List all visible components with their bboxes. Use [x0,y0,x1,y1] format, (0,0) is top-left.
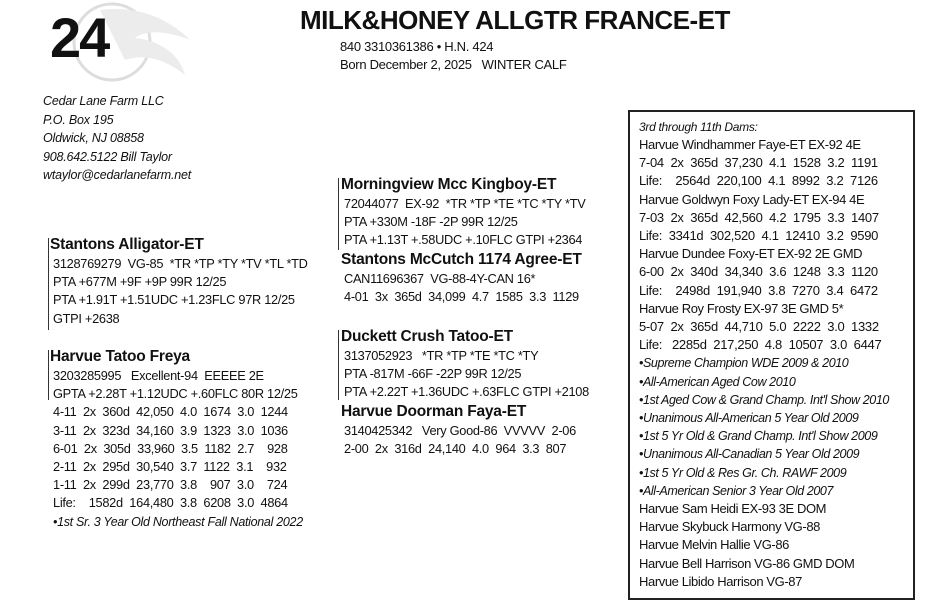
bracket [338,330,339,400]
record-line: 5-07 2x 365d 44,710 5.0 2222 3.0 1332 [639,319,879,335]
record-line: GPTA +2.28T +1.12UDC +.60FLC 80R 12/25 [53,386,298,402]
dam-name: Harvue Dundee Foxy-ET EX-92 2E GMD [639,246,863,262]
record-line: Life: 2564d 220,100 4.1 8992 3.2 7126 [639,173,878,189]
lot-emblem [72,2,190,82]
consignor-line: Oldwick, NJ 08858 [43,131,144,145]
honor-note: •Unanimous All-American 5 Year Old 2009 [639,411,859,426]
honor-note: •All-American Senior 3 Year Old 2007 [639,483,834,498]
honor-note: •1st Sr. 3 Year Old Northeast Fall Natio… [53,514,303,529]
sire-sire-block: Morningview Mcc Kingboy-ET 72044077 EX-92… [341,175,586,250]
record-line: 2-00 2x 316d 24,140 4.0 964 3.3 807 [344,441,567,457]
record-line: 7-04 2x 365d 37,230 4.1 1528 3.2 1191 [639,155,878,171]
dam-name: Harvue Libido Harrison VG-87 [639,573,802,589]
animal-name: Harvue Tatoo Freya [50,348,190,365]
honor-note: •1st 5 Yr Old & Res Gr. Ch. RAWF 2009 [639,465,847,480]
box-heading: 3rd through 11th Dams: [639,120,758,134]
record-line: PTA +330M -18F -2P 99R 12/25 [344,214,518,230]
dam-sire-block: Duckett Crush Tatoo-ET 3137052923 *TR *TP… [341,327,589,402]
record-line: 6-01 2x 305d 33,960 3.5 1182 2.7 928 [53,440,288,456]
born-line: Born December 2, 2025 WINTER CALF [340,57,567,72]
id-line: 840 3310361386 • H.N. 424 [340,39,494,54]
dam-name: Harvue Roy Frosty EX-97 3E GMD 5* [639,300,844,316]
bracket [338,178,339,250]
record-line: Life: 2285d 217,250 4.8 10507 3.0 6447 [639,337,882,353]
honor-note: •Supreme Champion WDE 2009 & 2010 [639,356,849,371]
record-line: Life: 3341d 302,520 4.1 12410 3.2 9590 [639,228,879,244]
honor-note: •1st Aged Cow & Grand Champ. Int'l Show … [639,392,889,407]
record-line: 3140425342 Very Good-86 VVVVV 2-06 [344,423,576,438]
honor-note: •1st 5 Yr Old & Grand Champ. Int'l Show … [639,429,878,444]
record-line: 2-11 2x 295d 30,540 3.7 1122 3.1 932 [53,459,287,475]
dam-name: Harvue Skybuck Harmony VG-88 [639,519,820,535]
animal-name: Harvue Doorman Faya-ET [341,403,527,420]
record-line: PTA +1.13T +.58UDC +.10FLC GTPI +2364 [344,232,583,248]
record-line: Life: 2498d 191,940 3.8 7270 3.4 6472 [639,282,878,298]
record-line: CAN11696367 VG-88-4Y-CAN 16* [344,271,536,286]
sire-block: Stantons Alligator-ET 3128769279 VG-85 *T… [50,235,308,328]
animal-name: Stantons Alligator-ET [50,236,204,253]
record-line: 6-00 2x 340d 34,340 3.6 1248 3.3 1120 [639,264,878,280]
record-line: 4-01 3x 365d 34,099 4.7 1585 3.3 1129 [344,289,579,305]
record-line: GTPI +2638 [53,310,120,326]
record-line: 72044077 EX-92 *TR *TP *TE *TC *TY *TV [344,196,586,211]
animal-name: Morningview Mcc Kingboy-ET [341,176,557,193]
record-line: 3-11 2x 323d 34,160 3.9 1323 3.0 1036 [53,422,288,438]
record-line: 1-11 2x 299d 23,770 3.8 907 3.0 724 [53,477,288,493]
dams-box: 3rd through 11th Dams: Harvue Windhammer … [628,110,915,600]
dams-list: 3rd through 11th Dams: Harvue Windhammer … [639,118,889,591]
consignor-line: wtaylor@cedarlanefarm.net [43,168,192,182]
record-line: 3203285995 Excellent-94 EEEEE 2E [53,368,264,383]
consignor-line: 908.642.5122 Bill Taylor [43,149,172,164]
record-line: PTA -817M -66F -22P 99R 12/25 [344,366,522,382]
honor-note: •Unanimous All-Canadian 5 Year Old 2009 [639,447,860,462]
sire-dam-block: Stantons McCutch 1174 Agree-ET CAN1169636… [341,250,582,306]
record-line: PTA +677M +9F +9P 99R 12/25 [53,274,227,290]
record-line: Life: 1582d 164,480 3.8 6208 3.0 4864 [53,495,288,511]
dam-name: Harvue Sam Heidi EX-93 3E DOM [639,501,827,517]
bracket [48,238,49,330]
dam-name: Harvue Bell Harrison VG-86 GMD DOM [639,555,855,571]
animal-name: Stantons McCutch 1174 Agree-ET [341,251,582,268]
dam-block: Harvue Tatoo Freya 3203285995 Excellent-9… [50,347,303,531]
consignor: Cedar Lane Farm LLC P.O. Box 195 Oldwick, … [43,92,191,185]
lot-number: 24 [50,6,110,69]
record-line: 3128769279 VG-85 *TR *TP *TY *TV *TL *TD [53,256,308,271]
record-line: PTA +1.91T +1.51UDC +1.23FLC 97R 12/25 [53,292,295,308]
record-line: 4-11 2x 360d 42,050 4.0 1674 3.0 1244 [53,404,288,420]
dam-dam-block: Harvue Doorman Faya-ET 3140425342 Very Go… [341,402,576,458]
dam-name: Harvue Windhammer Faye-ET EX-92 4E [639,137,861,152]
animal-title: MILK&HONEY ALLGTR FRANCE-ET [300,5,730,35]
bracket [48,350,49,400]
record-line: 3137052923 *TR *TP *TE *TC *TY [344,348,539,363]
dam-name: Harvue Goldwyn Foxy Lady-ET EX-94 4E [639,191,865,207]
consignor-line: P.O. Box 195 [43,112,114,127]
record-line: 7-03 2x 365d 42,560 4.2 1795 3.3 1407 [639,209,879,225]
record-line: PTA +2.22T +1.36UDC +.63FLC GTPI +2108 [344,384,589,400]
dam-name: Harvue Melvin Hallie VG-86 [639,537,789,553]
honor-note: •All-American Aged Cow 2010 [639,374,796,389]
consignor-line: Cedar Lane Farm LLC [43,94,164,108]
animal-name: Duckett Crush Tatoo-ET [341,328,513,345]
